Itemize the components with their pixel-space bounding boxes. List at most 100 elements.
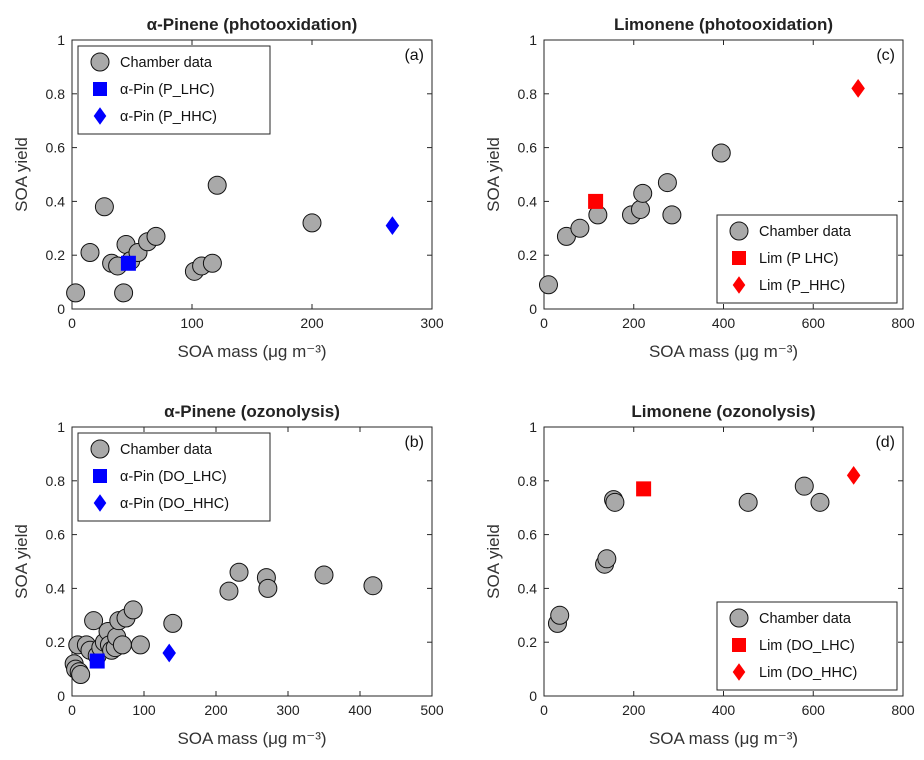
x-tick-label: 200 bbox=[300, 315, 324, 331]
y-axis-label: SOA yield bbox=[12, 137, 31, 212]
y-tick-label: 1 bbox=[57, 32, 65, 48]
legend: Chamber data Lim (P LHC) Lim (P_HHC) bbox=[716, 214, 898, 304]
chamber-data-point bbox=[630, 199, 650, 219]
legend-box bbox=[77, 432, 271, 522]
chamber-data-point bbox=[219, 581, 239, 601]
chamber-data-point bbox=[711, 143, 731, 163]
lhc-model-point bbox=[636, 481, 652, 497]
x-axis-label: SOA mass (μg m⁻³) bbox=[649, 342, 798, 361]
lhc-model-point bbox=[120, 255, 136, 271]
chamber-data-point bbox=[94, 197, 114, 217]
legend-entry: Chamber data bbox=[120, 55, 213, 71]
chamber-data-point bbox=[662, 205, 682, 225]
x-tick-label: 400 bbox=[712, 315, 736, 331]
chamber-data-point bbox=[633, 183, 653, 203]
legend-marker bbox=[732, 638, 746, 652]
x-axis-label: SOA mass (μg m⁻³) bbox=[177, 729, 326, 748]
scatter-panel-c: 0 200 400 600 800 0 0.2 0.4 0.6 0.8 1 Limonene (pho… bbox=[484, 15, 915, 361]
y-tick-label: 1 bbox=[529, 32, 537, 48]
chamber-data-point bbox=[84, 611, 104, 631]
legend-entry: Lim (P_HHC) bbox=[759, 278, 845, 294]
legend-marker bbox=[90, 439, 110, 459]
legend: Chamber data Lim (DO_LHC) Lim (DO_HHC) bbox=[716, 601, 898, 691]
x-tick-label: 200 bbox=[204, 702, 228, 718]
y-tick-label: 0.2 bbox=[518, 247, 538, 263]
hhc-model-point bbox=[846, 466, 861, 485]
x-tick-label: 0 bbox=[68, 315, 76, 331]
legend-entry: α-Pin (DO_HHC) bbox=[120, 496, 229, 512]
chamber-data-point bbox=[146, 226, 166, 246]
scatter-panel-d: 0 200 400 600 800 0 0.2 0.4 0.6 0.8 1 Limonene (ozo… bbox=[484, 402, 915, 748]
scatter-panel-b: 0 100 200 300 400 500 0 0.2 0.4 0.6 0.8 1 α-Pinene (… bbox=[12, 402, 444, 748]
y-tick-label: 0.6 bbox=[46, 140, 66, 156]
y-tick-label: 0 bbox=[529, 688, 537, 704]
legend-marker bbox=[93, 107, 107, 125]
x-tick-label: 800 bbox=[891, 315, 915, 331]
x-tick-label: 300 bbox=[276, 702, 300, 718]
y-tick-label: 0 bbox=[57, 688, 65, 704]
panel-title: α-Pinene (ozonolysis) bbox=[164, 402, 340, 421]
chamber-data-point bbox=[71, 664, 91, 684]
chamber-data-point bbox=[130, 635, 150, 655]
panel-label: (c) bbox=[876, 47, 895, 64]
y-tick-label: 0.2 bbox=[46, 247, 66, 263]
panel-title: α-Pinene (photooxidation) bbox=[147, 15, 358, 34]
y-tick-label: 1 bbox=[57, 419, 65, 435]
chamber-data-point bbox=[202, 253, 222, 273]
y-tick-label: 0 bbox=[57, 301, 65, 317]
legend-marker bbox=[93, 82, 107, 96]
x-tick-label: 100 bbox=[132, 702, 156, 718]
legend-entry: α-Pin (DO_LHC) bbox=[120, 469, 227, 485]
legend-marker bbox=[729, 608, 749, 628]
y-tick-label: 0.4 bbox=[46, 193, 66, 209]
hhc-model-point bbox=[162, 643, 176, 663]
x-tick-label: 800 bbox=[891, 702, 915, 718]
x-tick-label: 400 bbox=[348, 702, 372, 718]
y-tick-label: 0.8 bbox=[518, 86, 538, 102]
chamber-data-point bbox=[810, 492, 830, 512]
chamber-data-point bbox=[163, 613, 183, 633]
legend-marker bbox=[93, 469, 107, 483]
legend-entry: Chamber data bbox=[759, 224, 852, 240]
y-axis-label: SOA yield bbox=[484, 137, 503, 212]
lhc-model-point bbox=[588, 193, 604, 209]
x-tick-label: 100 bbox=[180, 315, 204, 331]
y-tick-label: 0.8 bbox=[518, 473, 538, 489]
legend-box bbox=[77, 45, 271, 135]
legend: Chamber data α-Pin (P_LHC) α-Pin (P_HHC) bbox=[77, 45, 271, 135]
y-tick-label: 0.6 bbox=[46, 527, 66, 543]
chamber-data-point bbox=[597, 549, 617, 569]
lhc-model-point bbox=[89, 653, 105, 669]
chamber-data-point bbox=[738, 492, 758, 512]
legend-entry: α-Pin (P_HHC) bbox=[120, 109, 217, 125]
panel-label: (d) bbox=[875, 434, 895, 451]
chamber-data-point bbox=[112, 635, 132, 655]
legend: Chamber data α-Pin (DO_LHC) α-Pin (DO_HHC) bbox=[77, 432, 271, 522]
y-tick-label: 0.4 bbox=[46, 580, 66, 596]
chamber-data-point bbox=[114, 283, 134, 303]
chamber-data-point bbox=[66, 283, 86, 303]
legend-marker bbox=[732, 663, 746, 681]
chamber-data-point bbox=[314, 565, 334, 585]
y-tick-label: 0.4 bbox=[518, 580, 538, 596]
y-tick-label: 0 bbox=[529, 301, 537, 317]
x-tick-label: 600 bbox=[802, 702, 826, 718]
x-tick-label: 200 bbox=[622, 315, 646, 331]
y-axis-label: SOA yield bbox=[12, 524, 31, 599]
y-tick-label: 0.8 bbox=[46, 473, 66, 489]
chamber-data-point bbox=[657, 173, 677, 193]
chamber-data-point bbox=[123, 600, 143, 620]
chamber-data-point bbox=[363, 576, 383, 596]
legend-marker bbox=[90, 52, 110, 72]
chamber-data-point bbox=[258, 578, 278, 598]
y-tick-label: 0.2 bbox=[518, 634, 538, 650]
legend-entry: α-Pin (P_LHC) bbox=[120, 82, 215, 98]
x-tick-label: 0 bbox=[68, 702, 76, 718]
x-tick-label: 600 bbox=[802, 315, 826, 331]
chamber-data-point bbox=[538, 275, 558, 295]
x-tick-label: 400 bbox=[712, 702, 736, 718]
hhc-model-point bbox=[385, 216, 400, 235]
legend-marker bbox=[93, 494, 107, 512]
y-tick-label: 0.8 bbox=[46, 86, 66, 102]
